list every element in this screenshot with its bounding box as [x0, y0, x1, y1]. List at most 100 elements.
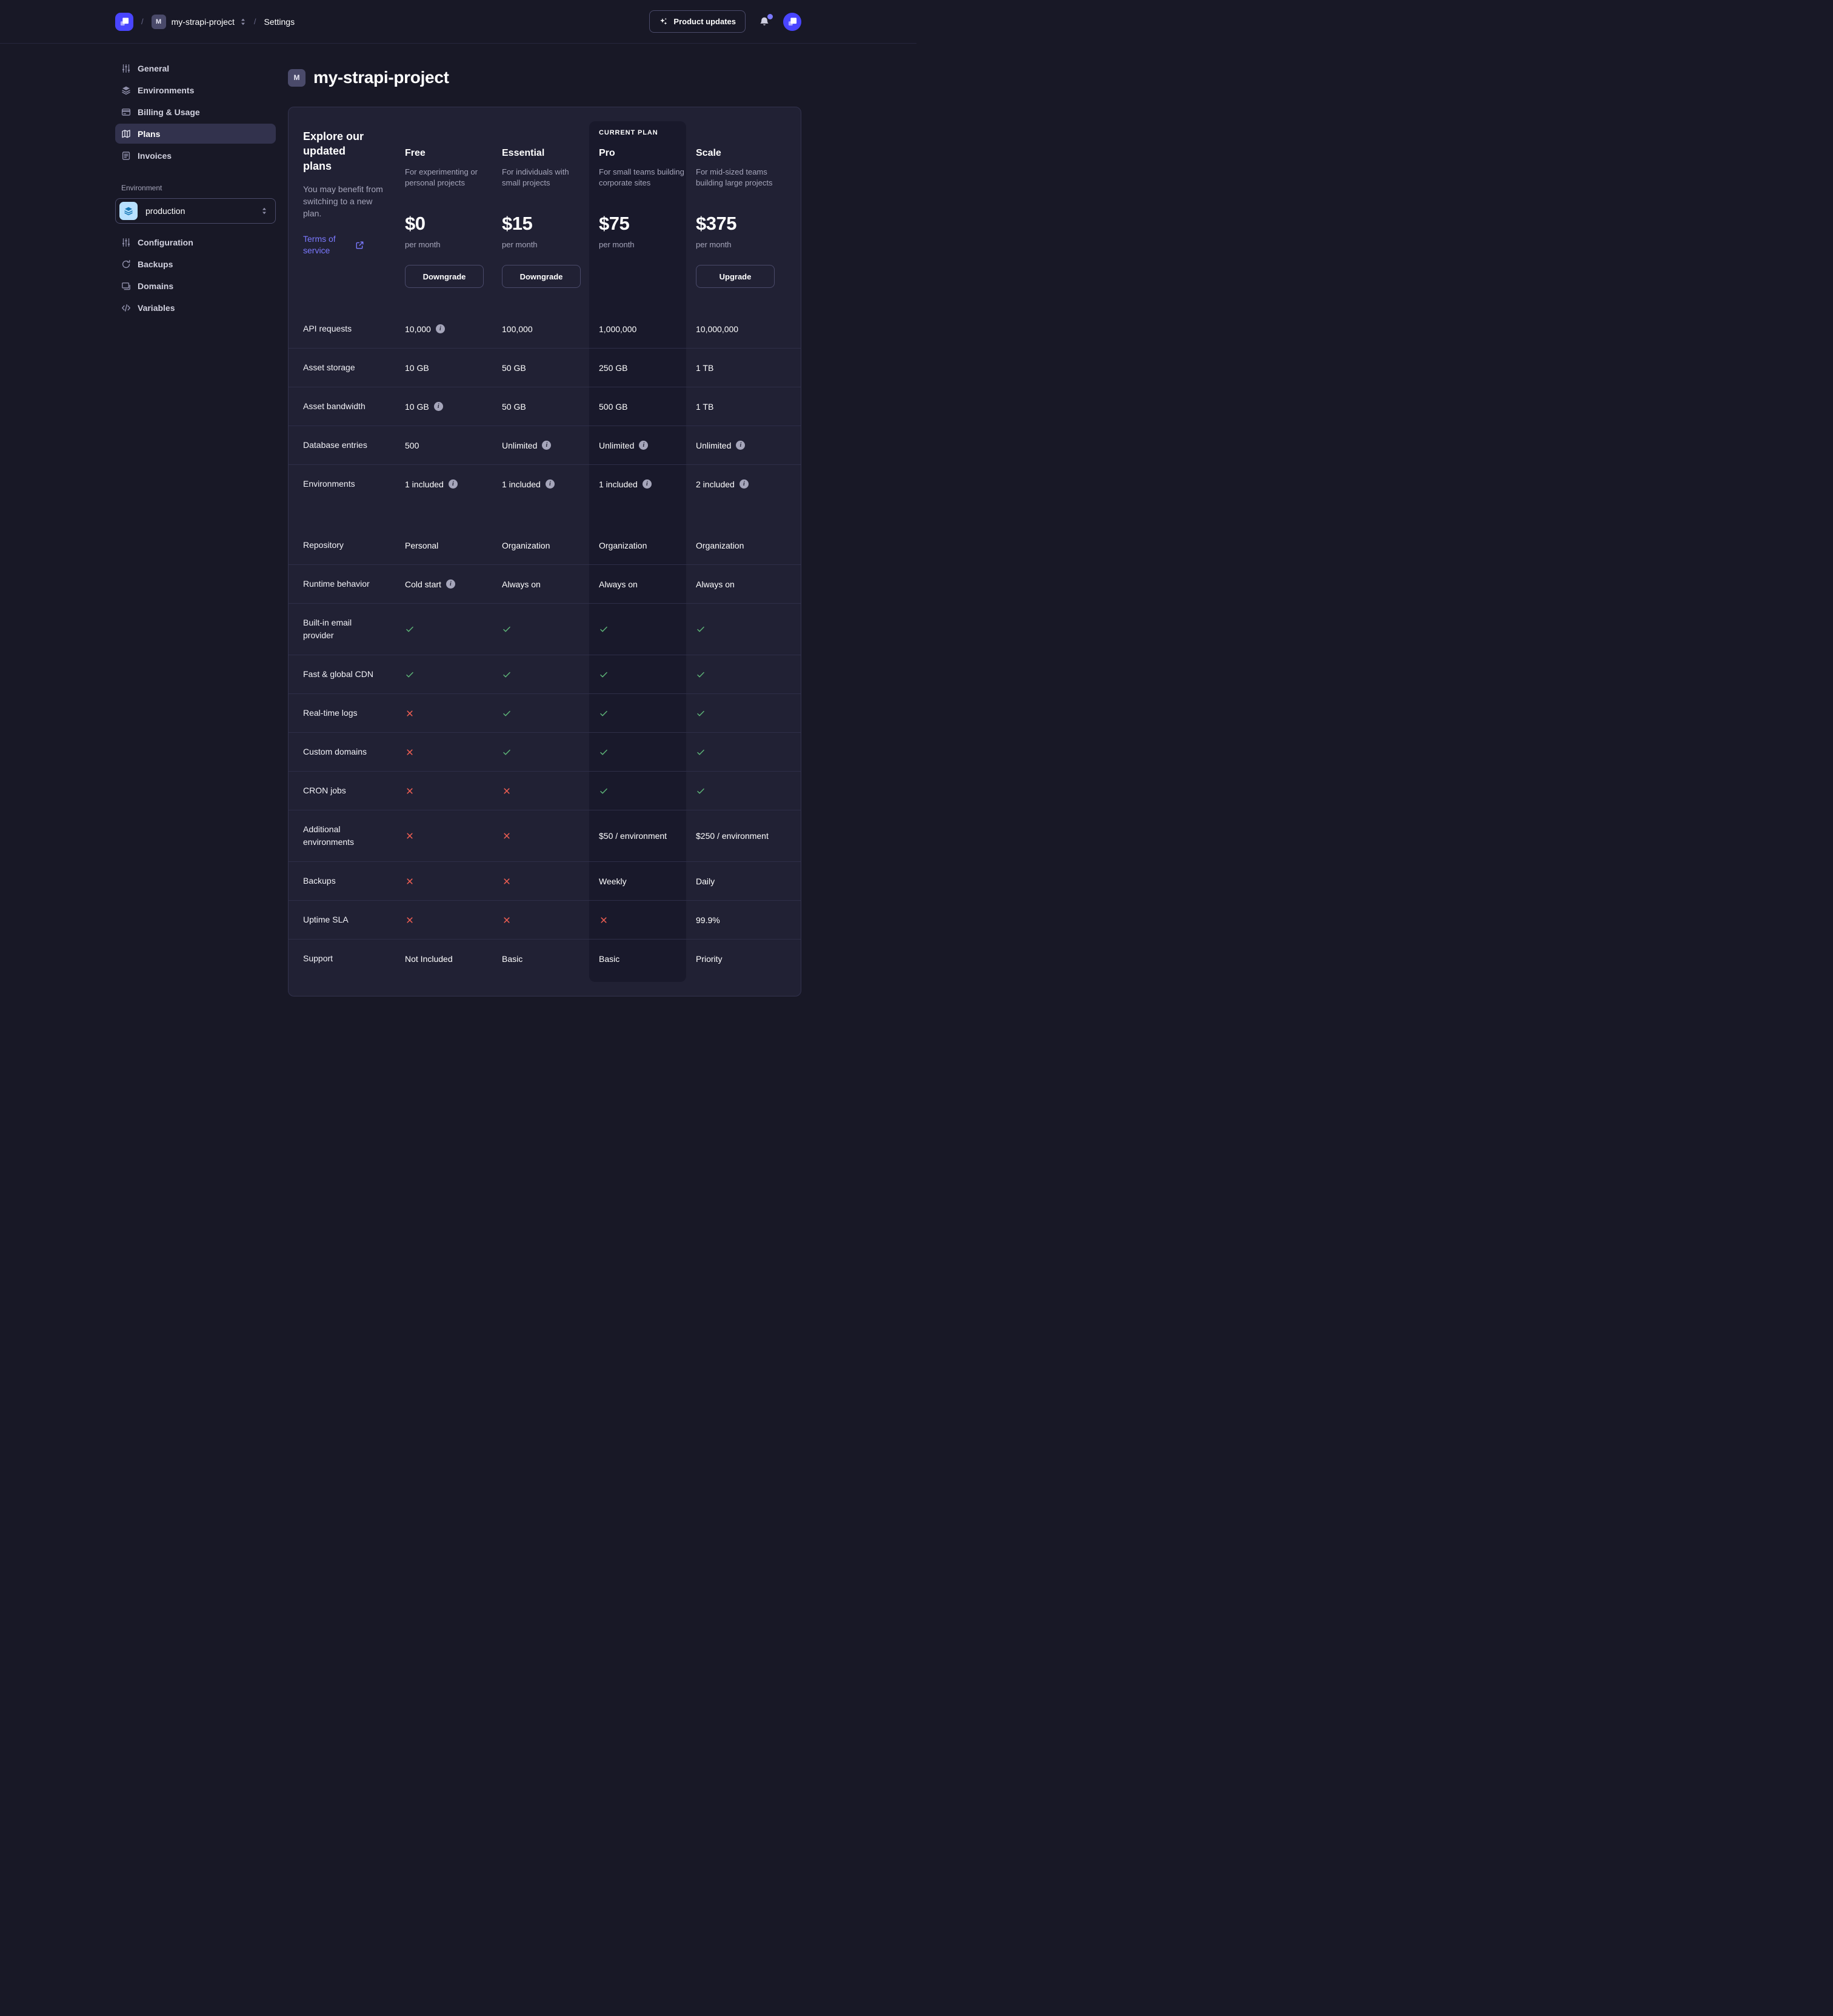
feature-row-runtime-behavior: Runtime behavior Cold start i Always on Alwa…: [289, 564, 801, 603]
feature-value-text: 250 GB: [599, 362, 628, 373]
sidebar-item-plans[interactable]: Plans: [115, 124, 276, 144]
info-icon[interactable]: i: [435, 324, 445, 333]
feature-value-text: 2 included: [696, 479, 735, 489]
info-icon[interactable]: i: [446, 579, 455, 589]
downgrade-button[interactable]: Downgrade: [405, 265, 484, 288]
feature-value-text: Always on: [599, 579, 638, 589]
plan-name: Pro: [599, 148, 615, 158]
feature-label: Environments: [303, 479, 355, 489]
sidebar-item-label: Variables: [138, 302, 175, 313]
feature-value-text: 500: [405, 440, 419, 450]
sidebar-item-invoices[interactable]: Invoices: [115, 145, 276, 165]
feature-value: [395, 773, 492, 809]
feature-value-text: Personal: [405, 540, 439, 550]
environment-tile: [119, 202, 138, 220]
info-icon[interactable]: i: [642, 479, 652, 489]
feature-value-text: 50 GB: [502, 401, 526, 412]
plans-card: Explore our updated plans You may benefi…: [288, 107, 801, 996]
feature-value-text: Always on: [696, 579, 735, 589]
info-icon[interactable]: i: [736, 441, 746, 450]
feature-row-support: Support Not Included Basic Basic Priority: [289, 939, 801, 978]
page-title: my-strapi-project: [313, 68, 449, 87]
sidebar-item-general[interactable]: General: [115, 58, 276, 78]
feature-row-asset-storage: Asset storage 10 GB 50 GB 250 GB 1 TB: [289, 348, 801, 387]
feature-value: Priority: [686, 941, 783, 976]
info-icon[interactable]: i: [545, 479, 555, 489]
info-icon[interactable]: i: [448, 479, 458, 489]
terms-of-service-link[interactable]: Terms of service: [303, 233, 388, 257]
external-link-icon: [355, 241, 364, 250]
plan-name: Essential: [502, 148, 545, 158]
sidebar-item-variables[interactable]: Variables: [115, 298, 276, 318]
feature-value-text: Not Included: [405, 953, 453, 964]
feature-value: Personal: [395, 528, 492, 563]
feature-value: Cold start i: [395, 567, 492, 602]
feature-value: Organization: [492, 528, 589, 563]
plan-action-slot: Downgrade: [405, 265, 484, 288]
cross-icon: [405, 831, 415, 841]
strapi-logo-icon: [119, 16, 130, 27]
feature-value: 10,000 i: [395, 312, 492, 347]
cross-icon: [599, 915, 609, 925]
feature-value-text: Unlimited: [599, 440, 635, 450]
environment-select-value: production: [145, 206, 185, 216]
upgrade-button[interactable]: Upgrade: [696, 265, 775, 288]
info-icon[interactable]: i: [433, 402, 443, 411]
feature-value: Always on: [492, 567, 589, 602]
notifications-button[interactable]: [759, 13, 773, 27]
feature-value: [492, 773, 589, 809]
plan-period: per month: [599, 240, 635, 249]
feature-value-text: Unlimited: [696, 440, 732, 450]
feature-label: CRON jobs: [303, 786, 346, 795]
cross-icon: [405, 876, 415, 886]
sidebar-item-domains[interactable]: Domains: [115, 276, 276, 296]
downgrade-button[interactable]: Downgrade: [502, 265, 581, 288]
breadcrumb-project-selector[interactable]: M my-strapi-project: [151, 14, 246, 29]
sidebar-item-label: Configuration: [138, 237, 193, 247]
info-icon[interactable]: i: [739, 479, 749, 489]
plan-price: $75: [599, 213, 630, 234]
feature-value: 50 GB: [492, 389, 589, 424]
sidebar-item-backups[interactable]: Backups: [115, 254, 276, 274]
feature-label: API requests: [303, 324, 352, 333]
sidebar-item-billing-usage[interactable]: Billing & Usage: [115, 102, 276, 122]
sidebar-item-environments[interactable]: Environments: [115, 80, 276, 100]
feature-value: $50 / environment: [589, 818, 686, 853]
user-avatar[interactable]: [783, 12, 801, 31]
feature-label: Asset storage: [303, 362, 355, 372]
feature-row-api-requests: API requests 10,000 i 100,000 1,000,000 10,00…: [289, 310, 801, 348]
feature-value-text: Weekly: [599, 876, 627, 886]
feature-label: Custom domains: [303, 747, 367, 756]
info-icon[interactable]: i: [639, 441, 649, 450]
feature-row-fast-global-cdn: Fast & global CDN: [289, 655, 801, 693]
info-icon[interactable]: i: [542, 441, 552, 450]
sidebar-nav: General Environments Billing & Usage Plans I…: [115, 58, 276, 165]
breadcrumb-separator: /: [141, 17, 144, 26]
check-icon: [599, 747, 609, 757]
breadcrumb-section-settings[interactable]: Settings: [264, 16, 295, 27]
feature-value: Always on: [589, 567, 686, 602]
feature-value: 1,000,000: [589, 312, 686, 347]
feature-value: Unlimited i: [589, 428, 686, 463]
product-updates-button[interactable]: Product updates: [649, 10, 746, 33]
feature-value: [492, 657, 589, 692]
environment-select[interactable]: production: [115, 198, 276, 224]
feature-value-text: 10,000,000: [696, 324, 739, 334]
chevron-sort-icon: [261, 207, 267, 215]
sidebar-item-label: Backups: [138, 259, 173, 269]
sidebar-item-label: Domains: [138, 281, 174, 291]
feature-value: [686, 773, 783, 809]
feature-value-text: 1 TB: [696, 362, 714, 373]
feature-value: Basic: [589, 941, 686, 976]
feature-value: [395, 657, 492, 692]
project-initial-badge: M: [288, 68, 306, 87]
feature-value-text: Organization: [599, 540, 647, 550]
feature-value: [589, 612, 686, 647]
bell-icon: [759, 16, 770, 27]
sidebar-item-configuration[interactable]: Configuration: [115, 232, 276, 252]
cross-icon: [405, 915, 415, 925]
feature-value: Unlimited i: [492, 428, 589, 463]
environment-nav: Configuration Backups Domains Variables: [115, 232, 276, 318]
home-logo-button[interactable]: [115, 12, 133, 31]
plan-period: per month: [696, 240, 732, 249]
